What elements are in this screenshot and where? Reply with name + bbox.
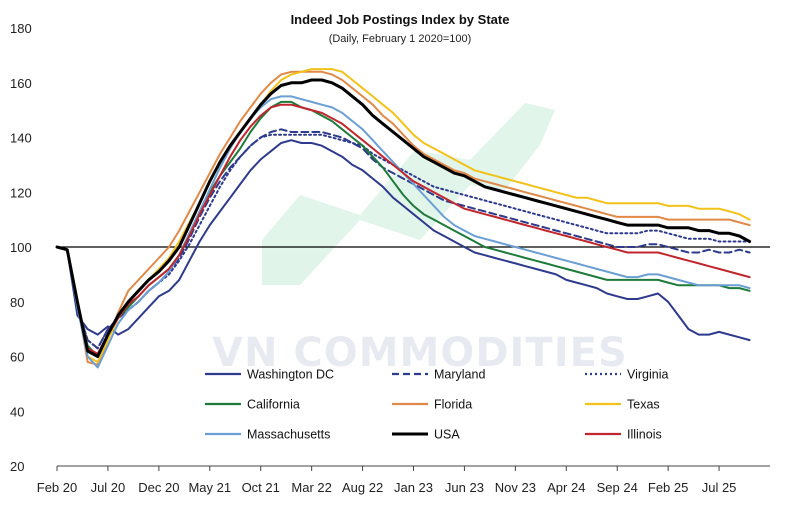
y-tick-label: 80 — [10, 295, 24, 310]
series-line-usa — [55, 78, 752, 358]
legend-label: California — [247, 398, 300, 412]
x-tick-label: Aug 22 — [342, 480, 383, 495]
x-tick-label: Feb 25 — [648, 480, 688, 495]
x-tick-label: Sep 24 — [597, 480, 638, 495]
legend-label: Washington DC — [247, 368, 334, 382]
legend-label: Illinois — [627, 428, 662, 442]
series-line-florida — [56, 70, 751, 366]
x-tick-label: Jul 25 — [702, 480, 737, 495]
legend-label: USA — [434, 428, 460, 442]
y-tick-label: 120 — [10, 185, 32, 200]
chart-title: Indeed Job Postings Index by State — [291, 12, 510, 27]
chart-subtitle: (Daily, February 1 2020=100) — [329, 33, 472, 45]
series-line-washington-dc — [56, 139, 751, 342]
series-line-virginia — [56, 133, 751, 350]
legend: Washington DC Maryland Virginia California F… — [205, 368, 669, 442]
series-line-illinois — [56, 103, 751, 355]
x-tick-label: May 21 — [188, 480, 231, 495]
watermark-arrow-shape — [262, 103, 555, 285]
watermark-text: VN COMMODITIES — [212, 330, 628, 376]
legend-label: Maryland — [434, 368, 485, 382]
series-line-maryland — [56, 128, 751, 350]
y-tick-label: 140 — [10, 131, 32, 146]
y-tick-label: 20 — [10, 459, 24, 474]
legend-label: Massachusetts — [247, 428, 330, 442]
x-tick-label: Oct 21 — [242, 480, 280, 495]
y-tick-label: 180 — [10, 21, 32, 36]
watermark-graphic: VN COMMODITIES — [212, 103, 628, 376]
y-tick-label: 60 — [10, 350, 24, 365]
x-axis: Feb 20 Jul 20 Dec 20 May 21 Oct 21 Mar 22 Aug … — [37, 465, 770, 495]
y-tick-label: 100 — [10, 240, 32, 255]
series-layer — [55, 68, 752, 369]
legend-label: Texas — [627, 398, 660, 412]
series-line-texas — [56, 68, 751, 363]
x-tick-label: Mar 22 — [291, 480, 331, 495]
x-tick-label: Jun 23 — [445, 480, 484, 495]
legend-label: Virginia — [627, 368, 669, 382]
x-tick-label: Jul 20 — [91, 480, 126, 495]
y-tick-label: 40 — [10, 404, 24, 419]
y-tick-label: 160 — [10, 76, 32, 91]
x-tick-label: Dec 20 — [138, 480, 179, 495]
x-tick-label: Nov 23 — [495, 480, 536, 495]
x-tick-label: Feb 20 — [37, 480, 77, 495]
x-tick-label: Apr 24 — [547, 480, 585, 495]
legend-label: Florida — [434, 398, 472, 412]
y-axis: 20 40 60 80 100 120 140 160 180 — [10, 21, 32, 474]
x-tick-label: Jan 23 — [394, 480, 433, 495]
